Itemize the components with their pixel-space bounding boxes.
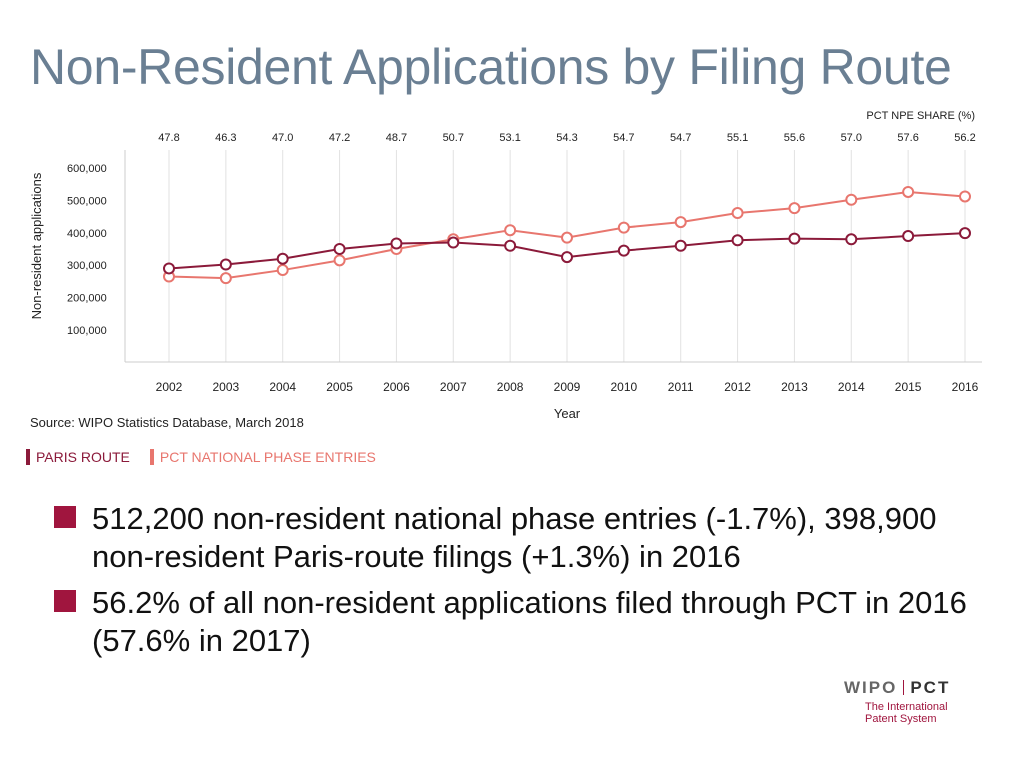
logo-subtitle-1: The International <box>865 701 948 713</box>
line-chart: 100,000 200,000 300,000 400,000 500,000 600,0… <box>29 110 982 421</box>
x-tick-label: 2006 <box>383 380 410 394</box>
data-point-paris <box>845 233 858 246</box>
data-point-pct <box>731 207 744 220</box>
data-point-pct <box>504 224 517 237</box>
x-tick-label: 2008 <box>497 380 524 394</box>
data-point-pct <box>959 190 971 203</box>
page-title: Non-Resident Applications by Filing Rout… <box>30 39 952 95</box>
logo-subtitle-2: Patent System <box>865 713 937 725</box>
data-point-pct <box>617 221 630 234</box>
bullet-square-icon <box>54 506 76 528</box>
legend-item-paris: PARIS ROUTE <box>26 449 130 465</box>
bullet-square-icon <box>54 590 76 612</box>
data-point-paris <box>902 230 915 243</box>
share-value: 55.6 <box>784 132 805 144</box>
y-tick-label: 100,000 <box>67 325 107 337</box>
source-note: Source: WIPO Statistics Database, March … <box>30 415 304 430</box>
data-point-paris <box>276 252 289 265</box>
logo-wipo: WIPO <box>844 678 898 697</box>
legend-swatch-paris <box>26 449 30 465</box>
bullet-text: 512,200 non-resident national phase entr… <box>92 501 937 574</box>
x-tick-label: 2012 <box>724 380 751 394</box>
data-point-pct <box>845 193 858 206</box>
share-value: 47.0 <box>272 132 293 144</box>
x-tick-label: 2013 <box>781 380 808 394</box>
y-tick-label: 300,000 <box>67 260 107 272</box>
data-point-paris <box>333 243 346 255</box>
data-point-paris <box>788 232 801 245</box>
legend-label-pct: PCT NATIONAL PHASE ENTRIES <box>159 449 376 465</box>
x-tick-label: 2011 <box>668 380 694 394</box>
logo-pct: PCT <box>910 678 951 697</box>
share-row: 47.8 46.3 47.0 47.2 48.7 50.7 53.1 54.3 54.7 54.7… <box>158 132 975 144</box>
share-value: 57.0 <box>841 132 862 144</box>
share-value: 54.7 <box>670 132 691 144</box>
x-tick-label: 2005 <box>326 380 353 394</box>
x-tick-label: 2015 <box>895 380 922 394</box>
share-value: 46.3 <box>215 132 236 144</box>
chart-gridlines <box>168 150 966 362</box>
x-tick-label: 2004 <box>269 380 296 394</box>
x-axis-ticks: 2002 2003 2004 2005 2006 2007 2008 2009 2010 2011… <box>156 380 979 394</box>
x-tick-label: 2014 <box>838 380 865 394</box>
share-value: 48.7 <box>386 132 407 144</box>
data-point-pct <box>561 231 573 244</box>
data-point-paris <box>617 244 630 257</box>
share-value: 55.1 <box>727 132 748 144</box>
data-point-paris <box>674 239 687 252</box>
share-value: 50.7 <box>443 132 464 144</box>
y-axis-ticks: 100,000 200,000 300,000 400,000 500,000 600,0… <box>67 163 107 337</box>
y-tick-label: 200,000 <box>67 293 107 305</box>
share-value: 57.6 <box>897 132 918 144</box>
data-point-pct <box>674 216 687 229</box>
logo-separator <box>903 680 905 695</box>
data-point-paris <box>219 258 232 271</box>
chart-legend: PARIS ROUTE PCT NATIONAL PHASE ENTRIES <box>26 449 396 465</box>
x-tick-label: 2003 <box>213 380 240 394</box>
wipo-pct-logo: WIPO PCT The International Patent System <box>844 678 950 725</box>
data-point-paris <box>390 237 403 250</box>
data-point-paris <box>731 234 744 247</box>
legend-label-paris: PARIS ROUTE <box>36 449 130 465</box>
share-label: PCT NPE SHARE (%) <box>866 110 975 122</box>
y-axis-label: Non-resident applications <box>29 172 44 319</box>
share-value: 56.2 <box>954 132 975 144</box>
data-point-paris <box>504 239 517 252</box>
data-point-paris <box>561 251 573 264</box>
y-tick-label: 500,000 <box>67 195 107 207</box>
logo-wordmark: WIPO PCT <box>844 678 950 698</box>
data-point-pct <box>902 185 915 198</box>
chart-axes <box>124 150 982 363</box>
share-value: 47.8 <box>158 132 179 144</box>
x-axis-label: Year <box>554 406 581 421</box>
legend-item-pct: PCT NATIONAL PHASE ENTRIES <box>149 449 376 465</box>
x-tick-label: 2016 <box>952 380 979 394</box>
series-group <box>163 185 971 285</box>
data-point-paris <box>447 236 460 249</box>
data-point-paris <box>959 227 971 240</box>
bullet-text: 56.2% of all non-resident applications f… <box>92 585 967 658</box>
x-tick-label: 2007 <box>440 380 467 394</box>
share-value: 53.1 <box>499 132 520 144</box>
share-value: 54.3 <box>556 132 577 144</box>
bullet-item: 56.2% of all non-resident applications f… <box>54 584 994 660</box>
data-point-pct <box>219 272 232 285</box>
y-tick-label: 400,000 <box>67 228 107 240</box>
x-tick-label: 2009 <box>554 380 581 394</box>
legend-swatch-pct <box>149 449 154 465</box>
data-point-pct <box>276 264 289 277</box>
share-value: 54.7 <box>613 132 634 144</box>
bullet-list: 512,200 non-resident national phase entr… <box>54 500 994 668</box>
data-point-paris <box>163 262 175 275</box>
y-tick-label: 600,000 <box>67 163 107 175</box>
bullet-item: 512,200 non-resident national phase entr… <box>54 500 994 576</box>
x-tick-label: 2010 <box>611 380 638 394</box>
x-tick-label: 2002 <box>156 380 183 394</box>
data-point-pct <box>788 202 801 215</box>
share-value: 47.2 <box>329 132 350 144</box>
data-point-pct <box>333 254 346 267</box>
